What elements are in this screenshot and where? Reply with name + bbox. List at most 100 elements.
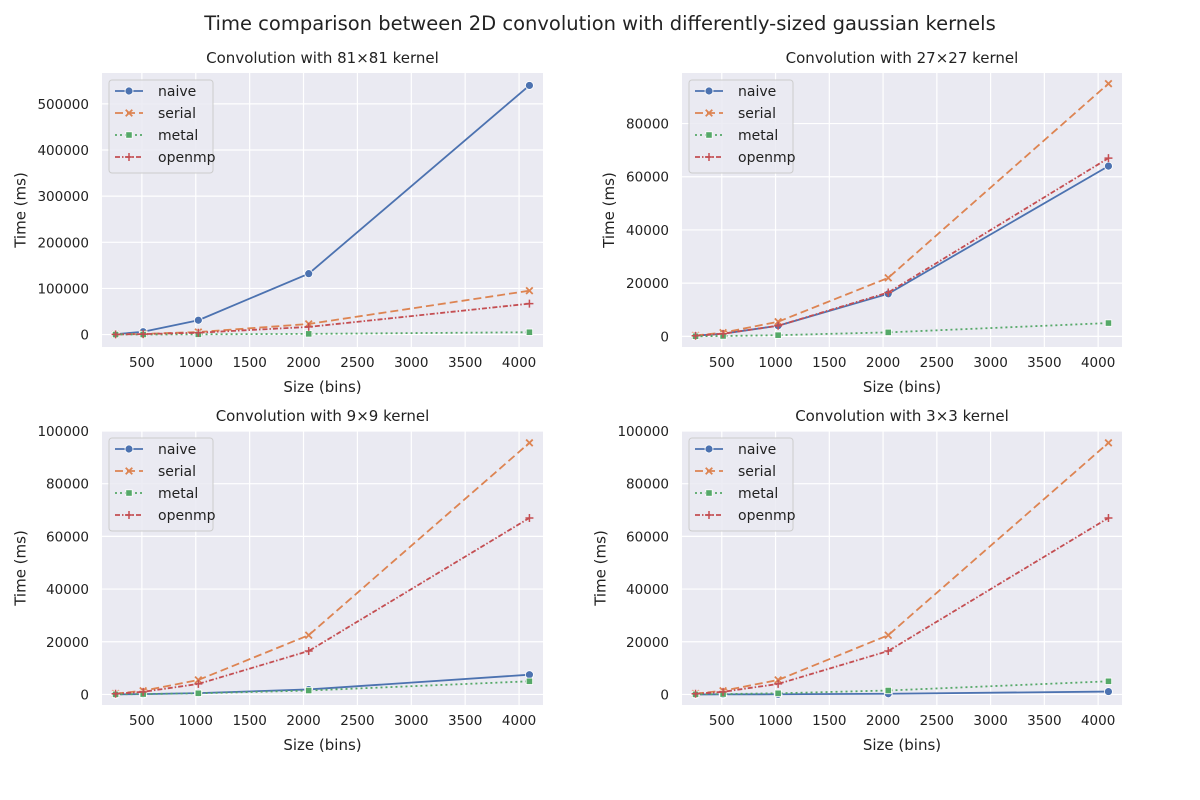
x-tick-label: 4000 (1081, 713, 1115, 729)
legend-marker-serial (125, 467, 133, 475)
x-tick-label: 500 (709, 355, 735, 371)
series-line-metal (115, 331, 530, 336)
subplot-title: Convolution with 81×81 kernel (206, 49, 439, 67)
x-tick-label: 2000 (286, 713, 320, 729)
data-point-serial (525, 438, 534, 447)
legend-label: metal (738, 486, 778, 502)
x-tick-label: 1000 (758, 713, 792, 729)
x-axis-label: Size (bins) (863, 736, 941, 754)
x-tick-label: 3500 (1027, 713, 1061, 729)
data-point-serial (525, 286, 534, 295)
y-tick-label: 40000 (46, 582, 89, 598)
y-tick-label: 0 (80, 328, 89, 344)
series-line-openmp (695, 157, 1109, 337)
x-tick-label: 4000 (502, 713, 536, 729)
series-line-metal (115, 680, 530, 696)
legend-label: serial (158, 464, 196, 480)
legend: naive serial metal openmp (688, 437, 796, 532)
x-tick-label: 3000 (973, 713, 1007, 729)
data-point-openmp (691, 331, 700, 340)
data-point-naive (193, 315, 203, 325)
legend-marker-naive (704, 444, 714, 454)
y-tick-label: 100000 (617, 424, 669, 440)
data-point-openmp (139, 330, 148, 339)
y-tick-label: 0 (660, 329, 669, 345)
data-point-openmp (884, 288, 893, 297)
data-point-serial (1104, 438, 1113, 447)
x-tick-label: 3500 (448, 355, 482, 371)
x-tick-label: 1500 (812, 713, 846, 729)
x-tick-label: 500 (709, 713, 735, 729)
data-point-openmp (1104, 154, 1113, 163)
data-point-metal (1104, 319, 1113, 327)
data-point-metal (1104, 677, 1113, 685)
x-tick-label: 500 (129, 355, 155, 371)
legend-box (688, 79, 794, 174)
legend-marker-openmp (125, 153, 133, 161)
x-tick-label: 3500 (448, 713, 482, 729)
legend-label: serial (158, 106, 196, 122)
data-point-openmp (525, 299, 534, 308)
x-axis-label: Size (bins) (283, 736, 361, 754)
x-tick-label: 1000 (179, 355, 213, 371)
legend-label: naive (158, 84, 196, 100)
y-tick-label: 300000 (37, 189, 89, 205)
data-point-metal (194, 689, 202, 697)
legend-label: openmp (738, 150, 796, 166)
data-point-metal (525, 328, 534, 336)
legend-marker-metal (705, 131, 713, 139)
figure-title: Time comparison between 2D convolution w… (203, 12, 995, 35)
legend-label: openmp (158, 150, 216, 166)
x-tick-label: 1500 (232, 713, 266, 729)
y-tick-label: 20000 (46, 635, 89, 651)
legend-marker-openmp (705, 153, 713, 161)
legend-label: metal (158, 486, 198, 502)
series-line-metal (695, 322, 1109, 338)
legend-box (688, 437, 794, 532)
y-tick-label: 200000 (37, 235, 89, 251)
x-tick-label: 2000 (866, 355, 900, 371)
y-axis-label: Time (ms) (600, 172, 618, 249)
legend-label: serial (738, 464, 776, 480)
legend-marker-metal (125, 489, 133, 497)
y-axis-label: Time (ms) (11, 172, 29, 249)
data-point-openmp (719, 329, 728, 338)
legend-label: metal (738, 128, 778, 144)
x-tick-label: 2500 (340, 713, 374, 729)
y-tick-label: 20000 (626, 276, 669, 292)
data-point-metal (884, 328, 892, 336)
legend-marker-openmp (125, 511, 133, 519)
data-point-metal (305, 686, 313, 695)
x-tick-label: 2500 (340, 355, 374, 371)
data-point-openmp (774, 679, 783, 688)
data-point-metal (774, 331, 782, 339)
y-tick-label: 400000 (37, 143, 89, 159)
x-tick-label: 4000 (1081, 355, 1115, 371)
y-tick-label: 40000 (626, 582, 669, 598)
y-tick-label: 100000 (37, 424, 89, 440)
data-point-metal (884, 686, 892, 695)
legend-label: openmp (738, 508, 796, 524)
legend: naive serial metal openmp (108, 437, 216, 532)
x-tick-label: 2000 (866, 713, 900, 729)
data-point-serial (884, 631, 893, 640)
x-tick-label: 4000 (502, 355, 536, 371)
y-tick-label: 0 (80, 687, 89, 703)
legend-box (108, 79, 214, 174)
x-tick-label: 3000 (394, 713, 428, 729)
x-tick-label: 2500 (920, 713, 954, 729)
y-tick-label: 20000 (626, 635, 669, 651)
y-tick-label: 500000 (37, 97, 89, 113)
y-tick-label: 60000 (626, 170, 669, 186)
subplot-4: 500 1000 1500 2000 2500 3000 3500 40000 20000 400… (591, 407, 1122, 754)
legend-marker-naive (124, 86, 134, 96)
data-point-naive (1104, 687, 1113, 696)
y-tick-label: 40000 (626, 223, 669, 239)
legend-marker-serial (705, 467, 713, 475)
data-point-openmp (139, 687, 148, 696)
data-point-metal (305, 330, 313, 338)
x-tick-label: 1000 (758, 355, 792, 371)
data-point-metal (525, 677, 534, 685)
data-point-openmp (194, 328, 203, 337)
data-point-openmp (774, 321, 783, 330)
